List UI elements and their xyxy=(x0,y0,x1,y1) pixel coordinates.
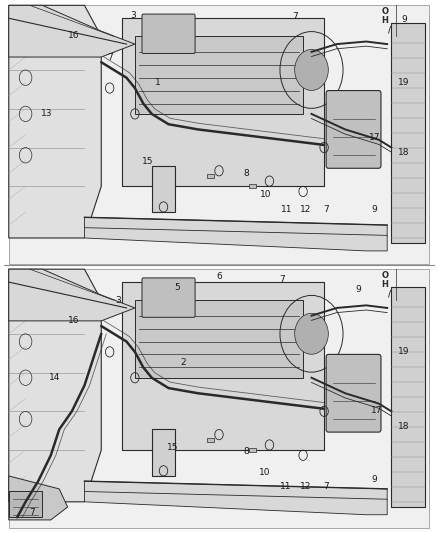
Bar xyxy=(207,174,214,178)
FancyBboxPatch shape xyxy=(9,491,42,518)
Text: 9: 9 xyxy=(401,15,407,24)
Text: 19: 19 xyxy=(398,348,410,357)
Text: 7: 7 xyxy=(323,205,329,214)
FancyBboxPatch shape xyxy=(152,166,175,212)
Text: /: / xyxy=(388,289,391,298)
Text: 16: 16 xyxy=(68,30,80,39)
Text: 2: 2 xyxy=(180,358,186,367)
Text: 19: 19 xyxy=(398,78,410,87)
Text: 17: 17 xyxy=(371,406,382,415)
Text: H: H xyxy=(381,17,389,26)
Text: 18: 18 xyxy=(398,148,410,157)
Text: 7: 7 xyxy=(323,482,328,491)
Polygon shape xyxy=(9,269,101,502)
Text: 8: 8 xyxy=(244,169,249,178)
Text: 5: 5 xyxy=(174,283,180,292)
Polygon shape xyxy=(9,476,67,520)
Polygon shape xyxy=(9,5,101,238)
Text: 7: 7 xyxy=(107,53,113,61)
Text: 9: 9 xyxy=(372,475,378,484)
Text: O: O xyxy=(381,271,389,280)
Bar xyxy=(9,269,429,528)
Text: 1: 1 xyxy=(155,78,161,87)
FancyBboxPatch shape xyxy=(135,300,303,378)
Bar xyxy=(9,5,429,264)
Text: 16: 16 xyxy=(68,317,80,325)
Bar xyxy=(207,438,214,442)
Text: 14: 14 xyxy=(49,373,61,382)
Polygon shape xyxy=(85,217,387,251)
FancyBboxPatch shape xyxy=(122,18,324,187)
Text: 17: 17 xyxy=(369,133,380,142)
Text: 7: 7 xyxy=(279,275,285,284)
FancyBboxPatch shape xyxy=(142,278,195,317)
Text: O: O xyxy=(381,7,389,17)
Circle shape xyxy=(295,50,328,91)
Text: 15: 15 xyxy=(142,157,153,166)
Text: 9: 9 xyxy=(372,205,378,214)
Text: 11: 11 xyxy=(280,482,291,491)
Text: 12: 12 xyxy=(300,205,311,214)
Text: 7: 7 xyxy=(292,12,297,21)
Bar xyxy=(249,184,256,188)
Bar xyxy=(392,23,425,243)
FancyBboxPatch shape xyxy=(326,91,381,168)
FancyBboxPatch shape xyxy=(326,354,381,432)
Text: /: / xyxy=(388,26,391,35)
Bar xyxy=(249,448,256,452)
Text: 6: 6 xyxy=(216,272,222,281)
Text: 12: 12 xyxy=(300,482,311,491)
Text: 7: 7 xyxy=(29,507,35,516)
Text: 10: 10 xyxy=(259,190,271,198)
Polygon shape xyxy=(9,5,135,57)
Text: 8: 8 xyxy=(244,447,249,456)
FancyBboxPatch shape xyxy=(142,14,195,53)
Text: 18: 18 xyxy=(398,422,410,431)
Text: 3: 3 xyxy=(115,296,121,305)
Polygon shape xyxy=(9,269,135,321)
FancyBboxPatch shape xyxy=(122,282,324,450)
FancyBboxPatch shape xyxy=(152,430,175,476)
Circle shape xyxy=(295,313,328,354)
Text: 9: 9 xyxy=(355,285,360,294)
Text: H: H xyxy=(381,280,389,289)
Text: 10: 10 xyxy=(259,467,270,477)
Text: 3: 3 xyxy=(130,11,136,20)
Text: 15: 15 xyxy=(167,443,179,452)
Text: 11: 11 xyxy=(280,205,292,214)
Polygon shape xyxy=(85,481,387,515)
Bar xyxy=(392,287,425,507)
Text: 13: 13 xyxy=(41,109,53,118)
FancyBboxPatch shape xyxy=(135,36,303,114)
